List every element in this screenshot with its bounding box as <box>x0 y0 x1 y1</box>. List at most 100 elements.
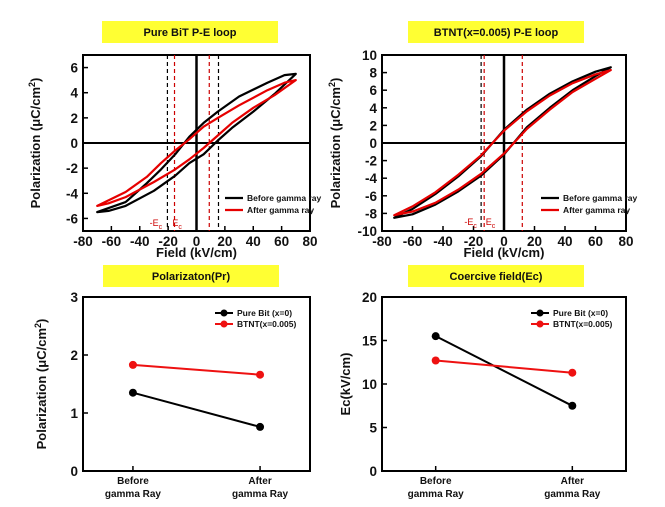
legend-label: After gamma ray <box>247 205 314 215</box>
legend-label: Before gamma ray <box>563 193 637 203</box>
x-tick-label: 80 <box>302 234 317 249</box>
x-tick-label: -80 <box>73 234 93 249</box>
category-label: gamma Ray <box>232 489 289 500</box>
y-tick-label: 6 <box>369 83 377 98</box>
legend-marker <box>536 320 544 328</box>
x-tick-label: 20 <box>527 234 542 249</box>
chart-title-bg <box>408 265 584 287</box>
data-point <box>568 368 577 377</box>
legend-marker <box>220 309 228 317</box>
category-label: After <box>561 476 584 487</box>
x-axis-label: Field (kV/cm) <box>464 245 545 260</box>
x-tick-label: 40 <box>557 234 572 249</box>
x-tick-label: 60 <box>588 234 603 249</box>
ec-annotation: -Ec <box>464 217 477 230</box>
y-tick-label: 0 <box>369 464 377 479</box>
legend-label: Pure Bit (x=0) <box>553 308 608 318</box>
x-tick-label: 20 <box>217 234 232 249</box>
loop-before-gamma-ray <box>96 72 297 214</box>
category-label: Before <box>117 476 149 487</box>
x-tick-label: 0 <box>500 234 508 249</box>
chart-title: Pure BiT P-E loop <box>144 27 237 39</box>
y-tick-label: -8 <box>365 206 377 221</box>
y-tick-label: 15 <box>362 334 378 349</box>
series-line <box>435 359 573 374</box>
y-axis-label: Polarization (μC/cm2) <box>33 319 49 450</box>
loop-after-gamma-ray <box>96 79 297 207</box>
chart-title-bg <box>408 21 584 43</box>
ec-annotation: -Ec <box>150 218 163 231</box>
series-line <box>132 363 261 376</box>
data-point <box>256 370 265 379</box>
legend-marker <box>536 309 544 317</box>
y-tick-label: -2 <box>365 154 377 169</box>
loop-after-gamma-ray <box>393 68 612 217</box>
y-tick-label: 0 <box>369 136 377 151</box>
chart-title: Polarizaton(Pr) <box>152 271 231 283</box>
data-point <box>128 360 137 369</box>
category-label: After <box>248 476 271 487</box>
y-tick-label: 3 <box>70 290 78 305</box>
category-label: Before <box>420 476 452 487</box>
x-tick-label: -40 <box>433 234 453 249</box>
y-tick-label: 0 <box>70 136 78 151</box>
y-tick-label: 8 <box>369 66 377 81</box>
x-tick-label: 60 <box>274 234 289 249</box>
y-tick-label: 4 <box>70 86 78 101</box>
legend-label: Before gamma ray <box>247 193 321 203</box>
y-tick-label: 10 <box>362 48 377 63</box>
y-tick-label: 6 <box>70 61 78 76</box>
ec-chart: Coercive field(Ec) 0 5 10 15 20 Before gamma Ra… <box>338 265 627 500</box>
y-tick-label: -4 <box>66 186 78 201</box>
x-tick-label: 80 <box>618 234 633 249</box>
x-tick-label: -20 <box>158 234 178 249</box>
data-point <box>256 422 265 431</box>
y-tick-label: -10 <box>357 224 377 239</box>
y-axis-label: Ec(kV/cm) <box>338 353 353 416</box>
y-tick-label: -6 <box>365 189 377 204</box>
y-tick-label: 2 <box>369 118 377 133</box>
y-tick-label: 1 <box>70 406 78 421</box>
x-tick-label: -60 <box>102 234 122 249</box>
series-line <box>435 335 573 407</box>
chart-title: BTNT(x=0.005) P-E loop <box>434 27 559 39</box>
y-tick-label: -4 <box>365 171 377 186</box>
data-point <box>568 401 577 410</box>
pr-chart: Polarizaton(Pr) 0 1 2 3 Before gamma Ray After g… <box>33 265 311 500</box>
y-tick-label: 2 <box>70 111 78 126</box>
y-tick-label: 0 <box>70 464 78 479</box>
legend-label: BTNT(x=0.005) <box>553 319 612 329</box>
x-tick-label: 40 <box>246 234 261 249</box>
y-axis-label: Polarization (μC/cm2) <box>27 78 43 209</box>
chart-title: Coercive field(Ec) <box>450 271 543 283</box>
peloop-btnt: BTNT(x=0.005) P-E loop-10-8-6-4-20246810… <box>327 21 637 260</box>
legend-label: Pure Bit (x=0) <box>237 308 292 318</box>
category-label: gamma Ray <box>544 489 601 500</box>
y-tick-label: 2 <box>70 348 78 363</box>
data-point <box>431 356 440 365</box>
legend-label: BTNT(x=0.005) <box>237 319 296 329</box>
series-line <box>132 391 261 428</box>
ec-annotation: Ec <box>486 217 496 230</box>
legend-marker <box>220 320 228 328</box>
legend-label: After gamma ray <box>563 205 630 215</box>
y-tick-label: 20 <box>362 290 377 305</box>
y-axis-label: Polarization (μC/cm2) <box>327 78 343 209</box>
x-axis-label: Field (kV/cm) <box>156 245 237 260</box>
y-tick-label: 4 <box>369 101 377 116</box>
y-tick-label: 10 <box>362 377 377 392</box>
data-point <box>431 332 440 341</box>
y-tick-label: 5 <box>369 421 377 436</box>
y-tick-label: -6 <box>66 211 78 226</box>
ec-annotation: Ec <box>172 218 182 231</box>
y-tick-label: -2 <box>66 161 78 176</box>
x-tick-label: -60 <box>403 234 423 249</box>
category-label: gamma Ray <box>408 489 465 500</box>
chart-title-bg <box>103 265 279 287</box>
x-tick-label: -40 <box>130 234 150 249</box>
category-label: gamma Ray <box>105 489 162 500</box>
data-point <box>128 388 137 397</box>
x-tick-label: 0 <box>193 234 201 249</box>
x-tick-label: -20 <box>464 234 484 249</box>
